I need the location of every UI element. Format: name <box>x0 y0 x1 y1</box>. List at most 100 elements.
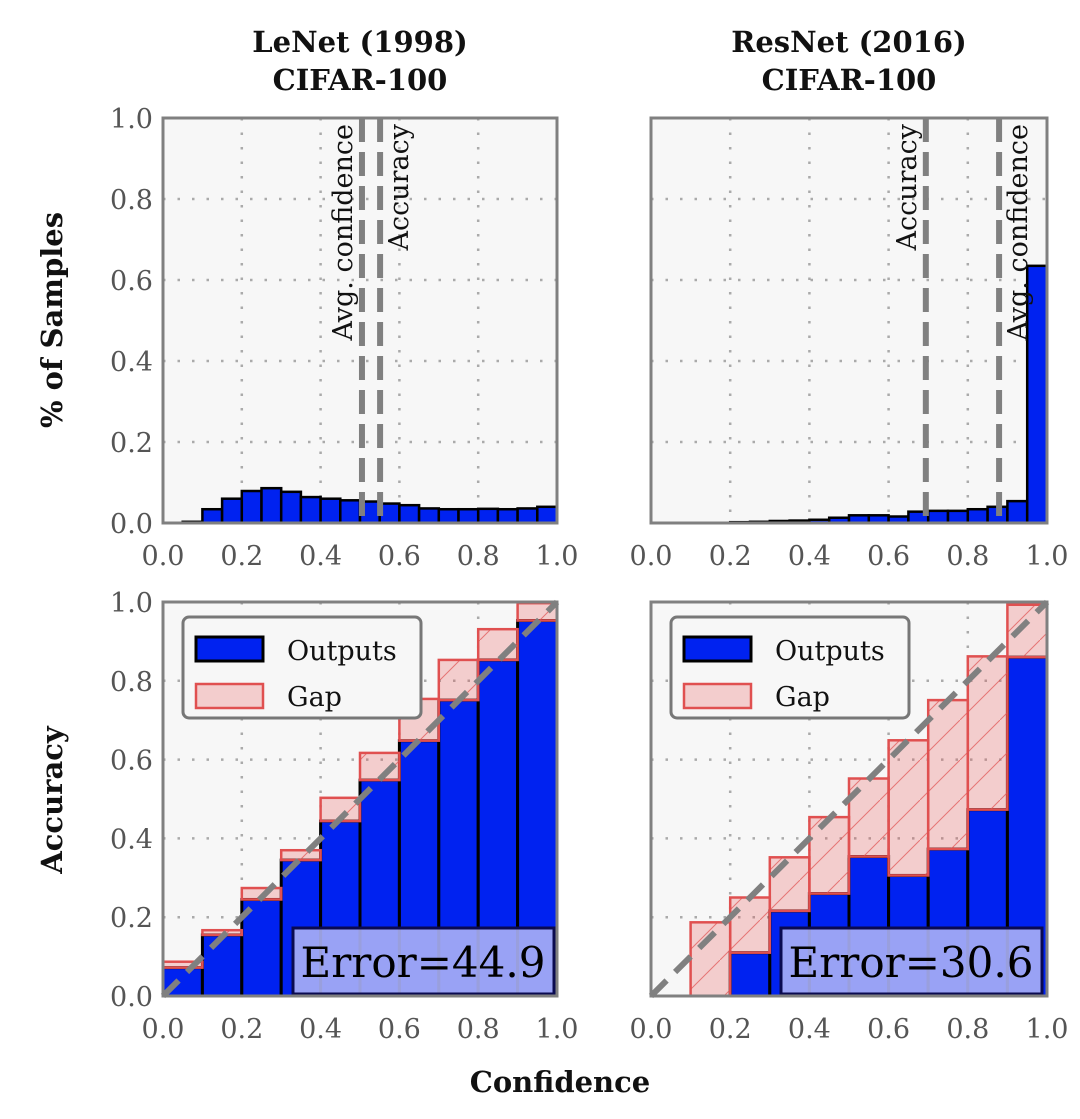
title-left-line1: LeNet (1998) <box>252 25 467 59</box>
histogram-bar <box>1006 499 1029 525</box>
panel-2: Outputs Gap Error=44.9 0.0 0.2 0.4 0.6 0.8 1.0 0.… <box>110 588 578 1045</box>
axes-frame <box>649 116 1049 525</box>
error-box <box>291 926 556 996</box>
xlabel: Confidence <box>470 1065 651 1099</box>
vline-label: Avg. confidence <box>1003 124 1034 342</box>
histogram-bar <box>240 489 263 525</box>
histogram-bar <box>946 509 970 525</box>
legend: Outputs Gap <box>669 615 911 720</box>
histogram-bar <box>496 507 519 525</box>
histogram-bar <box>201 507 224 525</box>
title-right-line2: CIFAR-100 <box>762 63 937 97</box>
outputs-bar <box>200 933 244 998</box>
vline-label: Accuracy <box>892 123 923 251</box>
y-tick-label: 0.0 <box>110 982 153 1013</box>
y-tick-label: 0.4 <box>110 824 153 855</box>
title-right-line1: ResNet (2016) <box>731 25 966 59</box>
axes-frame <box>161 116 559 525</box>
histogram-bar <box>279 490 303 525</box>
histogram-bar <box>260 486 283 525</box>
x-tick-label: 0.6 <box>378 541 421 572</box>
y-tick-label: 1.0 <box>110 104 153 135</box>
panel-1: Accuracy Avg. confidence 0.0 0.2 0.4 0.6 0.8 1.… <box>630 116 1069 572</box>
histogram-bar <box>457 507 480 525</box>
legend-swatch-outputs <box>682 635 753 663</box>
gap-hatch <box>809 817 849 894</box>
x-tick-label: 0.4 <box>299 1014 342 1045</box>
legend-label-gap: Gap <box>775 682 830 713</box>
error-box <box>779 926 1044 996</box>
x-tick-label: 0.8 <box>457 541 500 572</box>
y-tick-label: 0.6 <box>110 266 153 297</box>
gap-hatch <box>888 740 929 876</box>
gap-hatch <box>967 656 1008 810</box>
x-tick-label: 1.0 <box>536 1014 579 1045</box>
histogram-bar <box>516 507 539 525</box>
x-tick-label: 0.4 <box>788 1014 831 1045</box>
x-tick-label: 1.0 <box>1026 1014 1069 1045</box>
histogram-bar <box>476 507 500 525</box>
x-tick-label: 0.8 <box>946 1014 989 1045</box>
x-tick-label: 0.0 <box>142 541 185 572</box>
vline-label: Avg. confidence <box>328 124 359 342</box>
x-tick-label: 1.0 <box>536 541 579 572</box>
x-tick-label: 1.0 <box>1026 541 1069 572</box>
gap-hatch <box>320 797 360 822</box>
y-tick-label: 0.2 <box>110 428 153 459</box>
y-tick-label: 0.6 <box>110 746 153 777</box>
histogram-bar <box>299 495 322 525</box>
gap-hatch <box>438 659 479 701</box>
x-tick-label: 0.2 <box>220 541 263 572</box>
histogram-bar <box>966 507 989 525</box>
histogram-bar <box>319 497 342 525</box>
gap-hatch <box>928 700 968 850</box>
x-tick-label: 0.2 <box>220 1014 263 1045</box>
legend-label-gap: Gap <box>287 682 342 713</box>
legend: Outputs Gap <box>181 615 423 720</box>
y-tick-label: 0.8 <box>110 667 153 698</box>
gap-hatch <box>281 850 321 861</box>
plot-background <box>163 118 557 523</box>
x-tick-label: 0.0 <box>142 1014 185 1045</box>
histogram-bar <box>926 509 950 525</box>
outputs-bar <box>728 951 772 998</box>
x-tick-label: 0.0 <box>630 1014 673 1045</box>
histogram-bar <box>398 503 421 525</box>
legend-swatch-gap <box>194 682 265 710</box>
error-annotation: Error=30.6 <box>789 938 1034 987</box>
x-tick-label: 0.8 <box>457 1014 500 1045</box>
error-annotation: Error=44.9 <box>301 938 546 987</box>
legend-label-outputs: Outputs <box>775 636 885 667</box>
perfect-calibration-line <box>160 599 560 999</box>
legend-swatch-gap <box>682 682 753 710</box>
x-tick-label: 0.6 <box>378 1014 421 1045</box>
x-tick-label: 0.6 <box>867 541 910 572</box>
y-tick-label: 0.0 <box>110 509 153 540</box>
histogram-bar <box>417 507 441 525</box>
vline-label: Accuracy <box>384 123 415 251</box>
perfect-calibration-line <box>648 599 1050 999</box>
axes-frame <box>649 600 1049 998</box>
title-left-line2: CIFAR-100 <box>273 63 448 97</box>
gap-hatch <box>1007 604 1047 658</box>
y-tick-label: 0.4 <box>110 347 153 378</box>
y-tick-label: 0.8 <box>110 185 153 216</box>
axes-frame <box>161 600 559 998</box>
histogram-bar <box>536 505 559 525</box>
y-tick-label: 1.0 <box>110 588 153 619</box>
x-tick-label: 0.4 <box>299 541 342 572</box>
gap-hatch <box>769 857 810 911</box>
legend-label-outputs: Outputs <box>287 636 397 667</box>
histogram-bar <box>437 507 460 525</box>
x-tick-label: 0.2 <box>709 1014 752 1045</box>
histogram-bar <box>339 499 362 525</box>
x-tick-label: 0.4 <box>788 541 831 572</box>
ylabel-top: % of Samples <box>35 212 69 428</box>
x-tick-label: 0.6 <box>867 1014 910 1045</box>
panel-3: Outputs Gap Error=30.6 0.0 0.2 0.4 0.6 0.8 1.0 <box>630 599 1069 1045</box>
gap-hatch <box>163 961 203 968</box>
x-tick-label: 0.2 <box>709 541 752 572</box>
histogram-bar <box>220 497 244 525</box>
y-tick-label: 0.2 <box>110 903 153 934</box>
